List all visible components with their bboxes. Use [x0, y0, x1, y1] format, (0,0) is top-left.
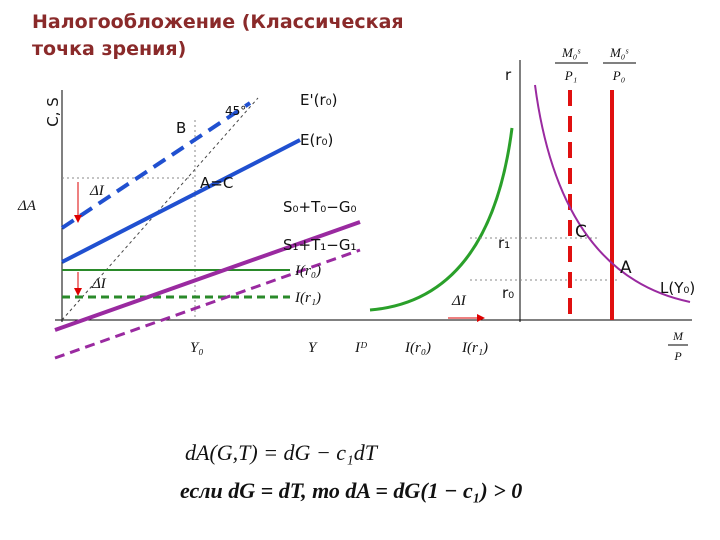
- title: точка зрения): [32, 38, 186, 60]
- title: Налогообложение (Классическая: [32, 11, 404, 33]
- label: ΔI: [451, 293, 467, 309]
- label: I(r₀): [404, 340, 431, 356]
- y-label: C, S: [44, 97, 62, 127]
- left-graph: [54, 90, 361, 360]
- label: S₁+T₁−G₁: [283, 236, 356, 254]
- label: L(Y₀): [660, 279, 695, 297]
- fraction-den: P₀: [612, 68, 625, 83]
- label: I(r₁): [294, 290, 321, 306]
- label: ΔI: [91, 276, 107, 292]
- label: Iᴰ: [354, 340, 367, 356]
- formula: если dG = dT, то dA = dG(1 − c₁) > 0: [180, 478, 522, 503]
- label: E(r₀): [300, 131, 333, 149]
- fraction-num: M: [672, 329, 684, 343]
- label: B: [176, 119, 186, 137]
- right-graph: [330, 60, 692, 346]
- label: A=C: [200, 174, 233, 192]
- label: Y₀: [190, 340, 204, 356]
- label: S₀+T₀−G₀: [283, 198, 356, 216]
- fraction-den: P₁: [564, 68, 577, 83]
- fraction-den: P: [673, 349, 682, 363]
- label: 45°: [225, 104, 246, 118]
- label: ΔI: [89, 183, 105, 199]
- label: r₁: [498, 234, 510, 252]
- label: A: [620, 258, 632, 278]
- label: C: [575, 222, 587, 242]
- fraction-num: M₀ˢ: [561, 45, 581, 60]
- label: I(r₀): [294, 263, 321, 279]
- label: I(r₁): [461, 340, 488, 356]
- label: Y: [308, 340, 318, 356]
- label: E'(r₀): [300, 91, 338, 109]
- formula: dA(G,T) = dG − c₁dT: [185, 440, 379, 465]
- fraction-num: M₀ˢ: [609, 45, 629, 60]
- label: ΔA: [17, 198, 37, 214]
- label: r₀: [502, 284, 514, 302]
- label: r: [505, 66, 512, 84]
